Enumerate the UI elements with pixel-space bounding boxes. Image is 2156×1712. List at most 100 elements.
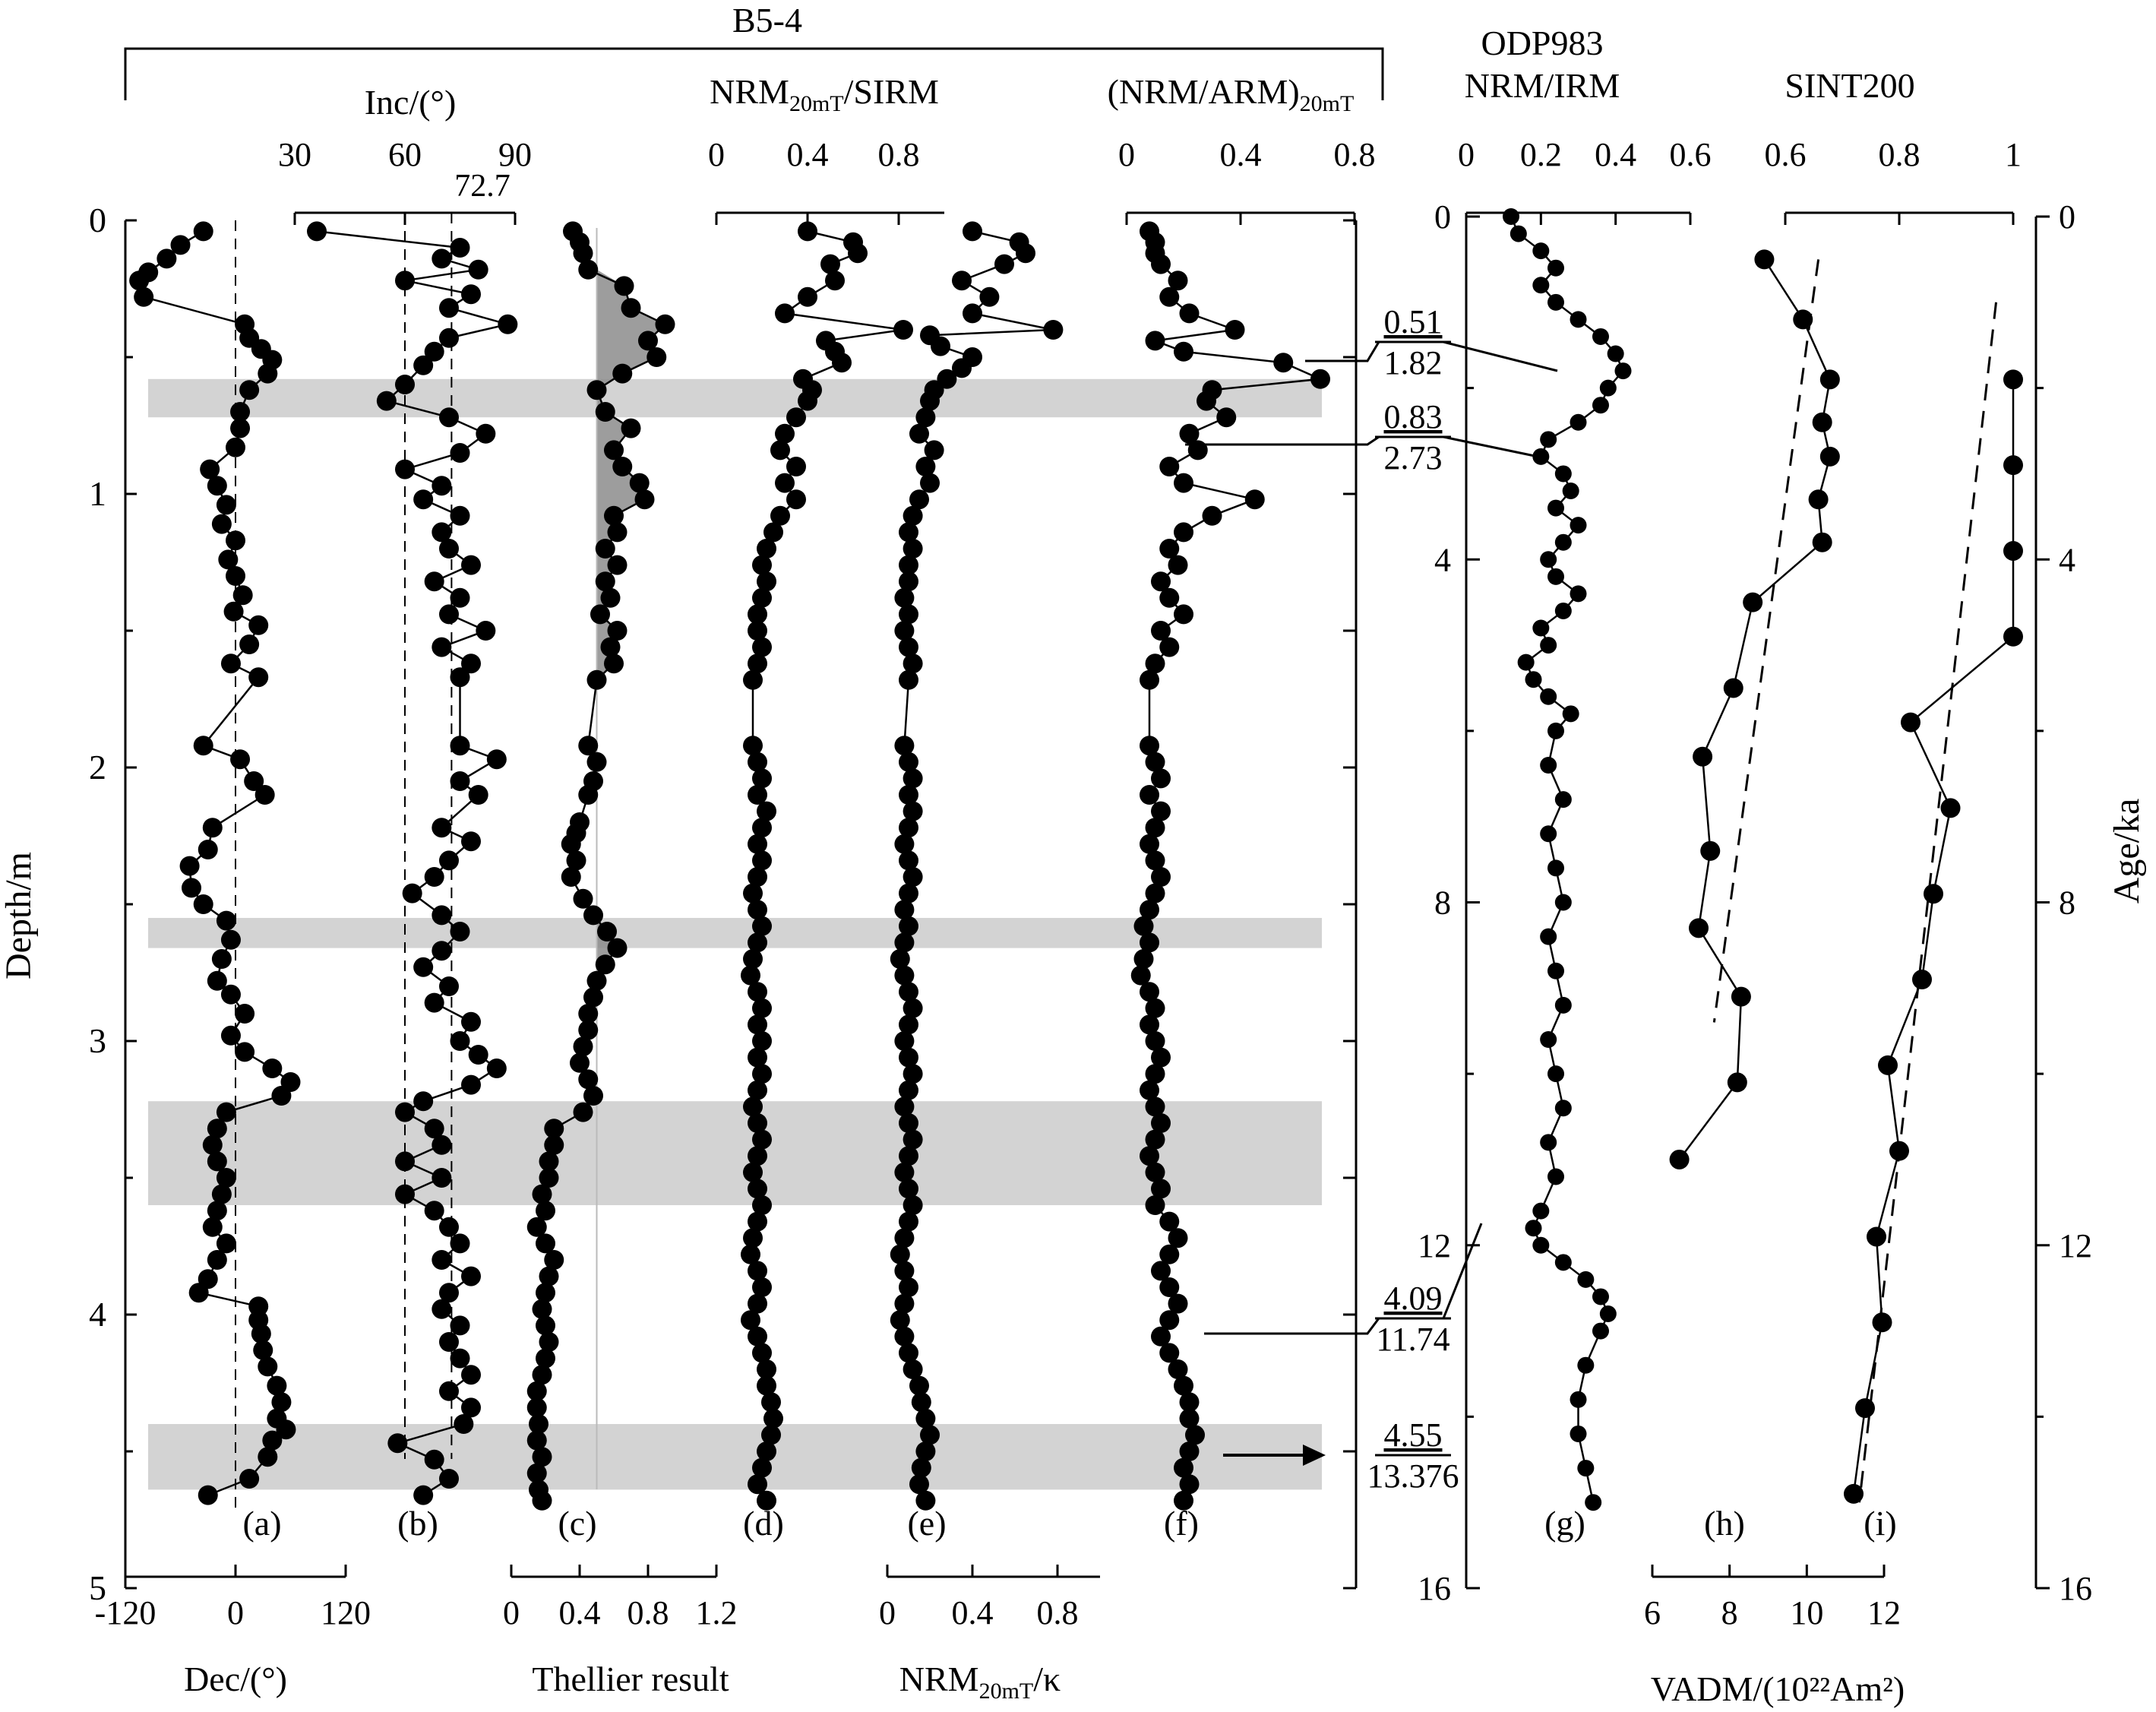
tie-connector-age (1443, 340, 1558, 372)
data-point (748, 653, 767, 674)
data-point (1503, 208, 1519, 225)
data-point (1532, 619, 1550, 637)
core-label: B5-4 (732, 1, 802, 40)
x-tick-label: 0.8 (1334, 136, 1376, 173)
data-point (1140, 669, 1159, 690)
data-point (621, 298, 641, 318)
data-point (909, 1375, 929, 1396)
age-tick-label: 16 (1418, 1570, 1451, 1607)
data-point (220, 653, 241, 674)
data-point (820, 254, 840, 274)
data-point (235, 1042, 255, 1062)
data-point (1145, 850, 1165, 871)
data-point (757, 1359, 776, 1379)
data-point (604, 505, 624, 526)
data-point (1174, 341, 1193, 362)
data-point (1540, 1134, 1557, 1151)
depth-tick-label: 3 (89, 1021, 106, 1060)
data-point (2003, 369, 2023, 390)
data-point (903, 998, 923, 1018)
data-point (899, 1179, 918, 1199)
data-point (915, 457, 936, 476)
data-point (573, 1102, 593, 1122)
panel-2: 30 60 90 Inc/(°) (b) (278, 83, 532, 1543)
data-point (743, 1097, 763, 1117)
data-point (1940, 798, 1961, 818)
data-point (1808, 489, 1829, 510)
data-point (909, 489, 929, 510)
data-point (1540, 688, 1557, 705)
data-point (544, 1134, 564, 1155)
data-point (539, 1168, 559, 1188)
data-point (450, 238, 470, 258)
data-point (220, 1025, 241, 1046)
data-point (748, 785, 767, 805)
data-point (1577, 1460, 1595, 1477)
tie-age-label: 13.376 (1367, 1457, 1459, 1495)
data-point (894, 621, 915, 641)
data-point (595, 402, 615, 422)
data-point (216, 1168, 236, 1188)
data-point (761, 1425, 781, 1445)
data-point (607, 555, 628, 575)
data-point (1145, 1129, 1165, 1150)
depth-axis: Depth/m 0 1 2 3 4 5 (0, 201, 137, 1607)
data-point (439, 1217, 459, 1237)
tie-connector (1185, 435, 1394, 446)
data-point (752, 1195, 772, 1215)
data-point (1151, 1261, 1171, 1281)
data-point (798, 221, 817, 242)
data-point (612, 457, 633, 476)
data-point (1145, 1064, 1165, 1084)
data-point (532, 1447, 552, 1467)
tie-age-label: 1.82 (1384, 344, 1443, 381)
data-point (748, 1014, 767, 1035)
data-point (235, 1004, 255, 1024)
data-point (775, 303, 795, 324)
data-point (188, 1283, 209, 1303)
data-point (890, 1244, 910, 1264)
data-point (894, 587, 915, 608)
data-point (450, 922, 470, 941)
data-point (526, 1430, 547, 1451)
data-point (461, 1365, 481, 1385)
data-point (748, 1047, 767, 1068)
x-tick-label: 6 (1644, 1594, 1661, 1631)
data-point (432, 1134, 452, 1155)
data-point (248, 667, 269, 688)
x-tick-label: 1 (2005, 136, 2022, 173)
data-point (752, 768, 772, 789)
data-point (994, 254, 1014, 274)
data-point (915, 1408, 936, 1429)
data-point (903, 1129, 923, 1150)
age-tick-label: 16 (2059, 1570, 2092, 1607)
data-point (134, 286, 154, 307)
data-point (1844, 1483, 1864, 1504)
data-point (634, 489, 655, 510)
data-point (903, 867, 923, 887)
data-point (1599, 379, 1617, 397)
data-point (1812, 532, 1832, 552)
data-point (413, 489, 434, 510)
data-point (757, 571, 776, 592)
data-point (271, 1392, 292, 1413)
data-point (244, 771, 264, 791)
data-point (748, 932, 767, 953)
data-point (395, 1102, 415, 1122)
data-point (752, 818, 772, 838)
data-point (1540, 431, 1557, 448)
data-point (586, 752, 607, 772)
data-point (1554, 894, 1572, 911)
core-bracket: B5-4 (124, 1, 1384, 100)
data-point (395, 459, 415, 479)
data-point (1159, 1211, 1180, 1232)
tie-point: 4.09 11.74 (1204, 1223, 1483, 1358)
data-point (395, 375, 415, 394)
data-point (2003, 455, 2023, 476)
panel-label: (f) (1164, 1504, 1199, 1543)
data-point (578, 259, 599, 280)
x-tick-label: 0 (227, 1594, 244, 1631)
data-point (1159, 539, 1180, 559)
data-point (439, 1381, 459, 1401)
data-point (909, 1474, 929, 1495)
